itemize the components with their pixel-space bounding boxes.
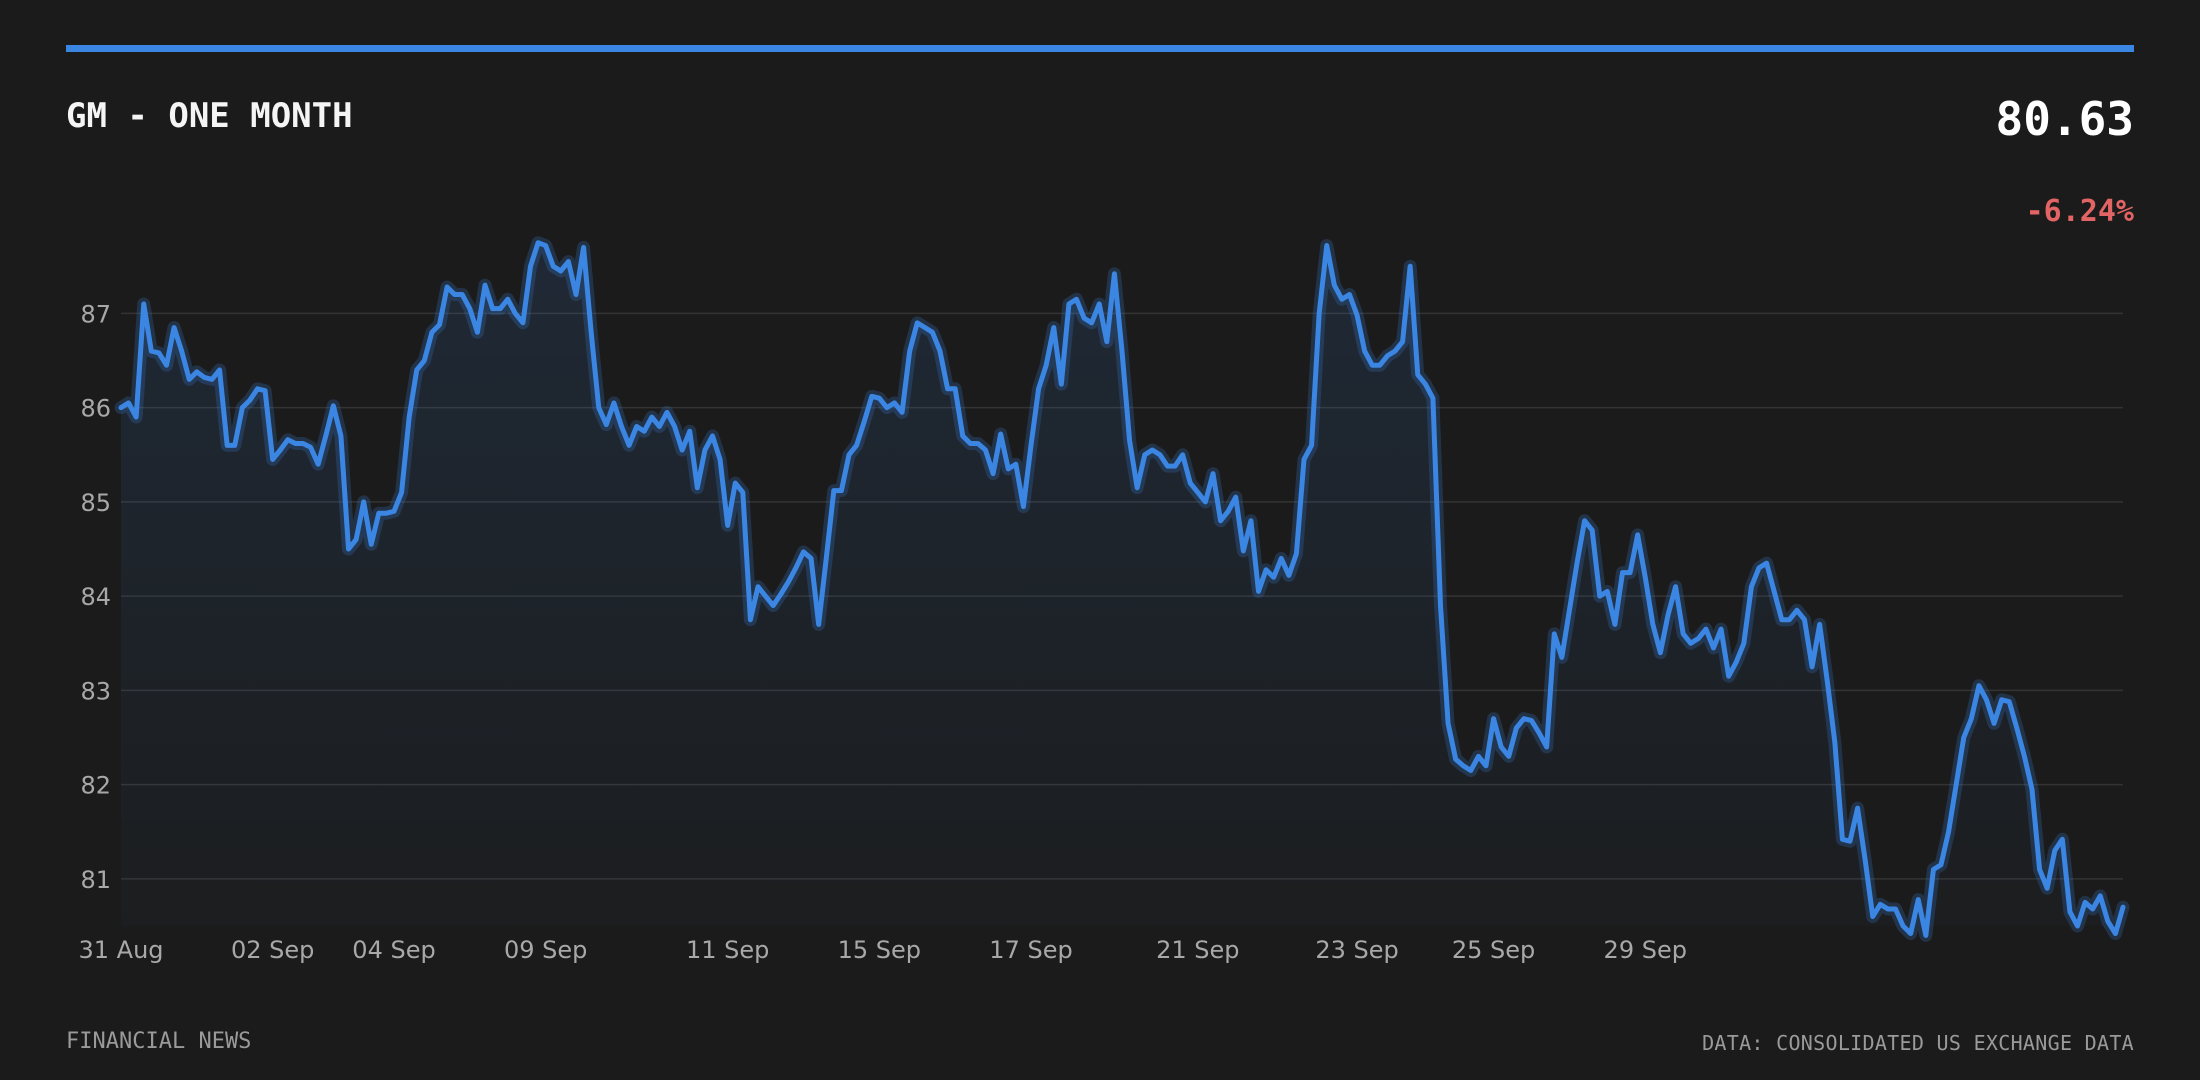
x-tick-label: 25 Sep: [1452, 936, 1535, 964]
last-price: 80.63: [1995, 92, 2134, 146]
chart-title: GM - ONE MONTH: [66, 96, 353, 136]
source-credit: FINANCIAL NEWS: [66, 1029, 252, 1054]
y-tick-label: 87: [80, 300, 111, 328]
y-tick-label: 82: [80, 772, 111, 800]
series-line: [118, 240, 2126, 938]
y-tick-label: 83: [80, 677, 111, 705]
x-tick-label: 04 Sep: [352, 936, 435, 964]
x-tick-label: 15 Sep: [838, 936, 921, 964]
data-credit: DATA: CONSOLIDATED US EXCHANGE DATA: [1702, 1031, 2134, 1055]
price-change: -6.24%: [2025, 194, 2134, 229]
x-tick-label: 11 Sep: [686, 936, 769, 964]
price-series: [114, 236, 2130, 942]
x-tick-label: 23 Sep: [1315, 936, 1398, 964]
accent-rule: [66, 45, 2134, 52]
y-tick-label: 86: [80, 395, 111, 423]
x-tick-label: 02 Sep: [231, 936, 314, 964]
x-tick-label: 29 Sep: [1604, 936, 1687, 964]
x-tick-label: 21 Sep: [1156, 936, 1239, 964]
y-axis-ticks: 81 82 83 84 85 86 87: [80, 300, 111, 893]
y-tick-label: 84: [80, 583, 111, 611]
x-axis-ticks: 31 Aug 02 Sep 04 Sep 09 Sep 11 Sep 15 Sep 17 S…: [78, 936, 1686, 964]
x-tick-label: 17 Sep: [989, 936, 1072, 964]
y-tick-label: 85: [80, 489, 111, 517]
x-tick-label: 09 Sep: [504, 936, 587, 964]
y-tick-label: 81: [80, 866, 111, 894]
x-tick-label: 31 Aug: [78, 936, 163, 964]
area-fill: [121, 242, 2123, 936]
